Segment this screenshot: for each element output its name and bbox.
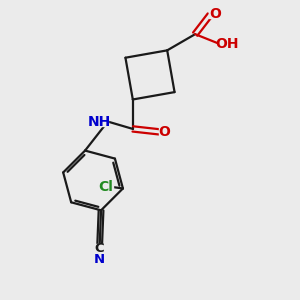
Bar (219, 40, 235, 49)
Text: OH: OH (215, 38, 238, 52)
Bar (92, 117, 108, 126)
Bar (97, 183, 113, 191)
Bar (209, 9, 220, 18)
Bar (95, 256, 104, 264)
Text: O: O (159, 125, 170, 139)
Text: C: C (95, 242, 104, 254)
Text: O: O (209, 7, 221, 21)
Text: Cl: Cl (98, 180, 113, 194)
Bar (160, 128, 170, 136)
Text: N: N (94, 253, 105, 266)
Text: NH: NH (88, 115, 111, 129)
Bar (95, 244, 104, 253)
